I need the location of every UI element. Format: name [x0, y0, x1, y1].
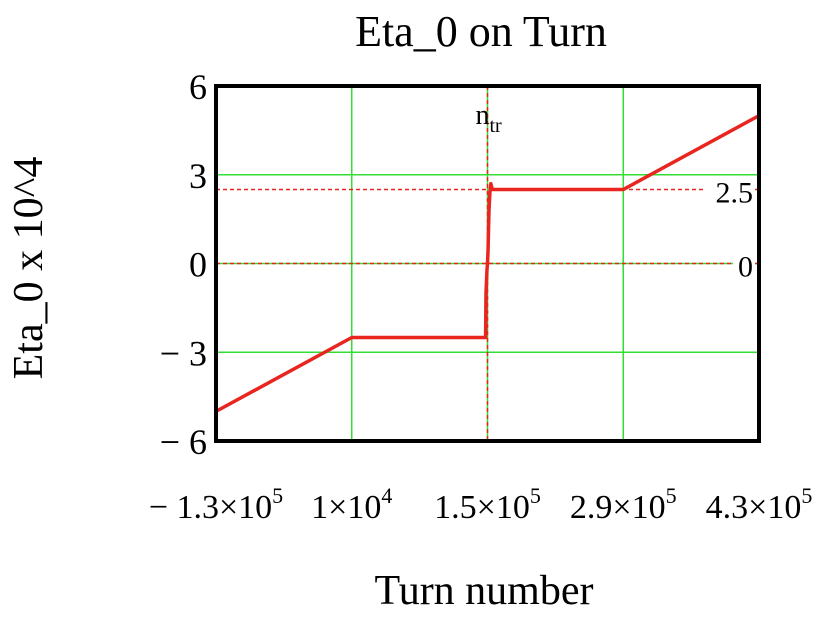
x-axis-label: Turn number	[375, 568, 594, 614]
marker-label-vertical: ntr	[476, 100, 503, 137]
chart-title: Eta_0 on Turn	[355, 7, 607, 56]
x-tick-exponent: 5	[272, 483, 283, 508]
x-tick-mantissa: − 1.3×10	[149, 489, 272, 526]
x-tick-exponent: 5	[801, 483, 812, 508]
marker-label-horizontal: 2.5	[716, 177, 754, 210]
x-tick-mantissa: 1×10	[311, 489, 381, 526]
x-tick-label: 4.3×105	[706, 483, 813, 526]
marker-labels: 2.5 0 ntr	[476, 100, 755, 284]
x-tick-label: 1.5×105	[434, 483, 541, 526]
x-tick-labels: − 1.3×105 1×104 1.5×105 2.9×105 4.3×105	[149, 483, 813, 526]
series-line	[215, 114, 760, 413]
y-axis-label: Eta_0 x 10^4	[6, 157, 52, 380]
series-layer	[215, 114, 760, 413]
x-tick-exponent: 5	[530, 483, 541, 508]
y-tick-label: 6	[189, 67, 207, 107]
y-tick-label: 0	[189, 245, 207, 285]
x-tick-exponent: 4	[381, 483, 392, 508]
x-tick-label: − 1.3×105	[149, 483, 283, 526]
marker-label-bg	[705, 175, 755, 206]
y-tick-label: − 3	[160, 333, 207, 373]
y-tick-labels: 6 3 0 − 3 − 6	[160, 67, 207, 462]
x-tick-mantissa: 2.9×10	[570, 489, 666, 526]
y-tick-label: − 6	[160, 422, 207, 462]
marker-label-sub: tr	[490, 115, 503, 137]
x-tick-mantissa: 1.5×10	[434, 489, 530, 526]
plot-frame	[214, 84, 761, 443]
x-tick-exponent: 5	[666, 483, 677, 508]
x-tick-mantissa: 4.3×10	[706, 489, 802, 526]
marker-label-horizontal: 0	[738, 251, 753, 284]
x-tick-label: 2.9×105	[570, 483, 677, 526]
y-tick-label: 3	[189, 156, 207, 196]
marker-label-bg	[733, 249, 755, 280]
x-tick-label: 1×104	[311, 483, 392, 526]
marker-label-main: n	[476, 100, 490, 131]
